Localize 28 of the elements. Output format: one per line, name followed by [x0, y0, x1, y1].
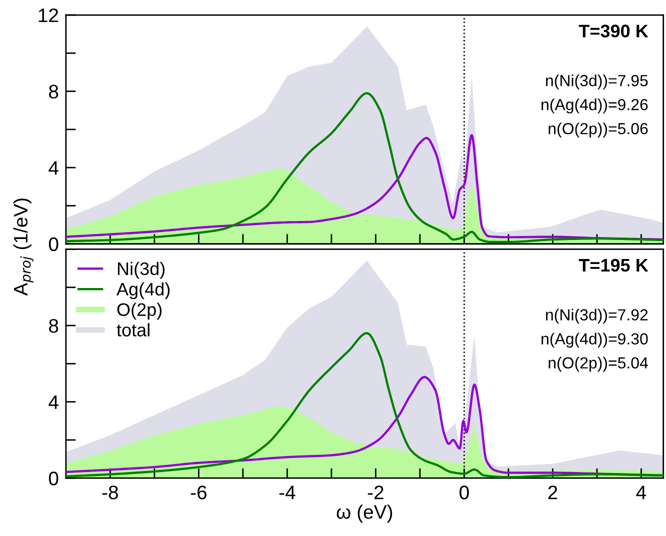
x-axis-title: ω (eV): [336, 504, 392, 523]
annotation: T=390 K: [578, 24, 648, 38]
annotation: T=195 K: [578, 258, 648, 272]
x-tick-label: -2: [368, 486, 384, 500]
annotation: n(O(2p))=5.06: [548, 122, 648, 138]
x-tick-label: -6: [190, 486, 206, 500]
x-tick-label: 4: [636, 486, 646, 500]
y-tick-label: 0: [48, 237, 58, 252]
legend-label: total: [116, 323, 150, 336]
annotation: n(Ni(3d))=7.92: [546, 308, 648, 324]
legend-label: Ag(4d): [116, 282, 170, 300]
annotation: n(Ag(4d))=9.30: [542, 332, 648, 348]
annotation: n(Ni(3d))=7.95: [546, 74, 648, 90]
y-tick-label: 4: [48, 395, 58, 409]
y-tick-label: 4: [48, 161, 58, 175]
y-tick-label: 0: [48, 472, 58, 486]
y-axis-title: A$_{proj}$ (1/eV): [13, 198, 34, 296]
y-tick-label: 12: [38, 8, 58, 22]
legend-label: O(2p): [117, 302, 162, 320]
annotation: n(Ag(4d))=9.26: [542, 98, 648, 114]
y-tick-label: 8: [49, 319, 58, 333]
x-tick-label: -8: [102, 486, 118, 500]
x-tick-label: -4: [279, 486, 296, 500]
x-tick-label: 2: [548, 486, 558, 500]
y-tick-label: 8: [49, 84, 58, 99]
legend-label: Ni(3d): [118, 262, 165, 279]
x-tick-label: 0: [460, 486, 469, 500]
annotation: n(O(2p))=5.04: [548, 356, 648, 372]
